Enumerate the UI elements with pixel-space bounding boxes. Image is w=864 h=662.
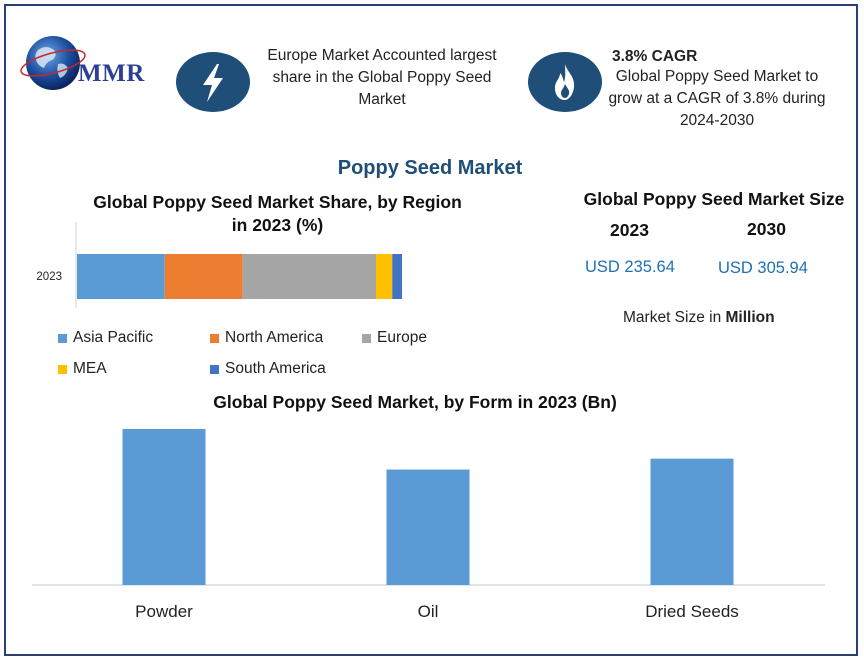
form-chart-title: Global Poppy Seed Market, by Form in 202… xyxy=(213,392,617,412)
highlight-2-text: Global Poppy Seed Market to grow at a CA… xyxy=(608,68,826,129)
form-bar-dried-seeds xyxy=(650,458,734,585)
region-bar-segment-europe xyxy=(242,254,376,299)
legend-label: MEA xyxy=(73,360,107,377)
flame-icon xyxy=(555,64,575,100)
form-bar-powder xyxy=(122,429,206,585)
legend-item-mea: MEA xyxy=(58,360,107,378)
globe-logo-icon xyxy=(20,36,86,90)
legend-item-europe: Europe xyxy=(362,329,427,347)
market-size-value-2023: USD 235.64 xyxy=(585,258,675,276)
legend-swatch xyxy=(58,333,67,343)
market-size-note-prefix: Market Size in xyxy=(623,309,726,326)
form-category-label: Powder xyxy=(135,602,193,621)
lightning-icon xyxy=(203,64,223,102)
highlight-1-text: Europe Market Accounted largest share in… xyxy=(267,47,497,108)
market-size-value-2030: USD 305.94 xyxy=(718,259,808,277)
region-chart-title: Global Poppy Seed Market Share, by Regio… xyxy=(93,192,462,235)
legend-label: South America xyxy=(225,360,326,377)
form-bar-chart: Powder Oil Dried Seeds xyxy=(32,429,825,621)
legend-swatch xyxy=(58,364,67,374)
legend-item-north-america: North America xyxy=(210,329,323,347)
page-title: Poppy Seed Market xyxy=(337,157,523,179)
highlight-2-badge xyxy=(528,52,602,112)
region-bar-segment-south-america xyxy=(392,254,402,299)
market-size-title: Global Poppy Seed Market Size xyxy=(583,189,845,209)
legend-item-asia-pacific: Asia Pacific xyxy=(58,329,153,347)
region-bar-segment-north-america xyxy=(164,254,243,299)
region-share-chart: 2023 xyxy=(36,222,402,308)
market-size-year-2023: 2023 xyxy=(610,220,649,240)
region-bar-segment-asia-pacific xyxy=(77,254,165,299)
form-category-label: Dried Seeds xyxy=(645,602,739,621)
market-size-note: Market Size in Million xyxy=(623,309,775,327)
cagr-title: 3.8% CAGR xyxy=(612,48,698,65)
form-bar-oil xyxy=(386,469,470,585)
legend-item-south-america: South America xyxy=(210,360,326,378)
region-chart-category-label: 2023 xyxy=(36,271,62,283)
form-category-label: Oil xyxy=(418,602,439,621)
market-size-year-2030: 2030 xyxy=(747,219,786,239)
legend-swatch xyxy=(362,333,371,343)
legend-label: Europe xyxy=(377,329,427,346)
legend-swatch xyxy=(210,333,219,343)
legend-label: North America xyxy=(225,329,324,346)
legend-swatch xyxy=(210,364,219,374)
market-size-note-unit: Million xyxy=(725,309,775,326)
legend-label: Asia Pacific xyxy=(73,329,154,346)
highlight-1-badge xyxy=(176,52,250,112)
logo-text: MMR xyxy=(78,60,145,87)
region-bar-segment-mea xyxy=(376,254,393,299)
